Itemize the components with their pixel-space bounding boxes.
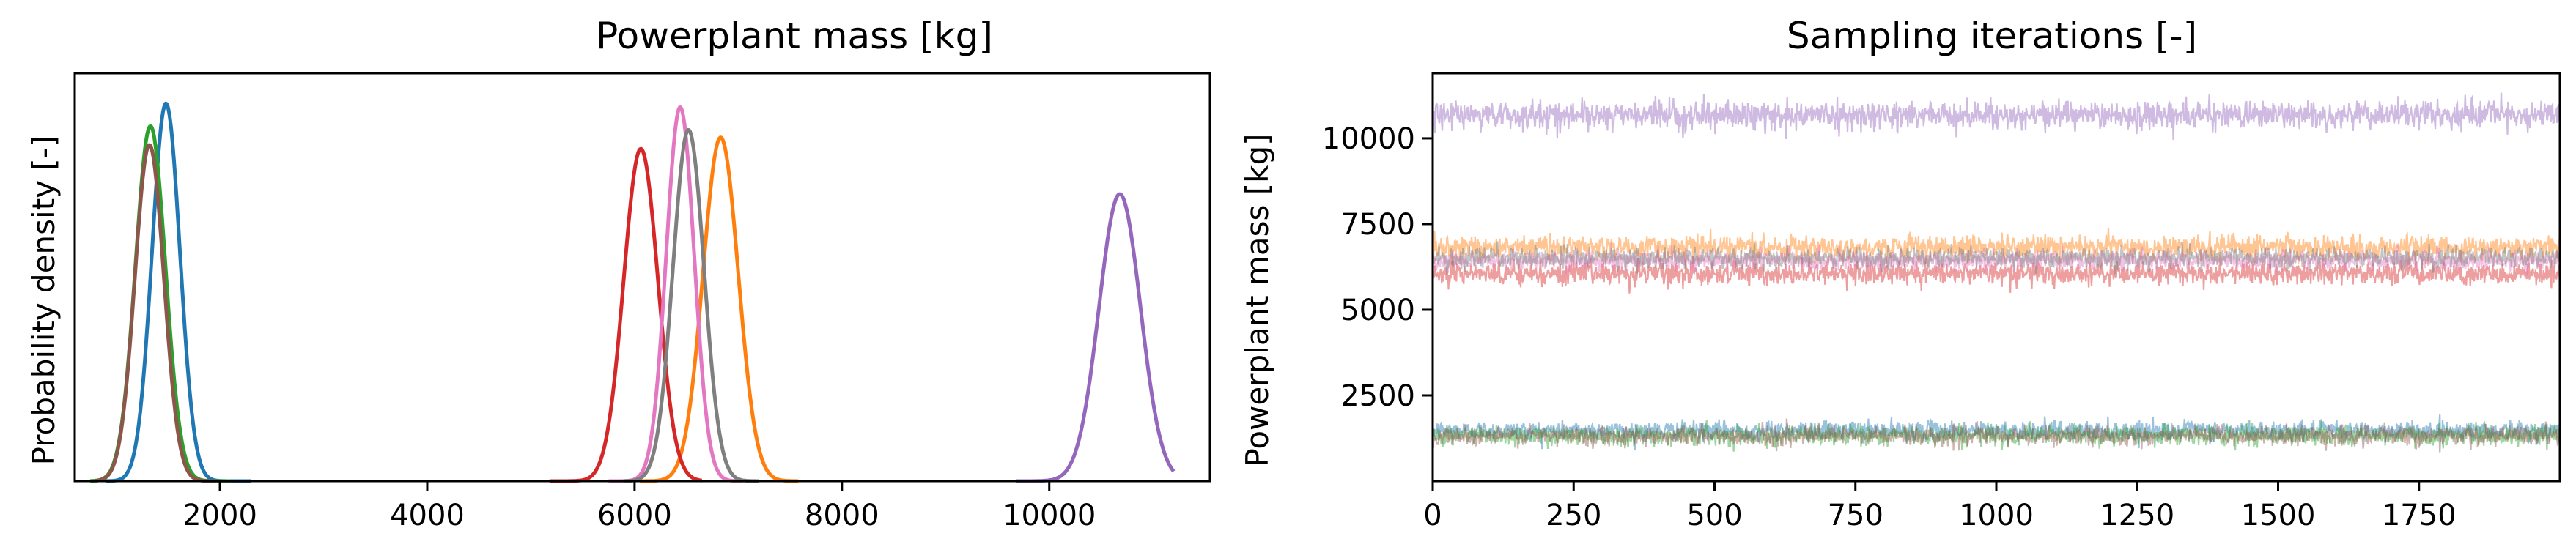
density-chart-title: Powerplant mass [kg]: [596, 15, 993, 57]
density-curve-5: [1015, 192, 1176, 483]
trace-line-7: [1431, 242, 2561, 276]
trace-chart-plot-area: [1431, 92, 2561, 453]
trace-line-6: [1431, 256, 2561, 294]
trace-y-tick-label: 10000: [1322, 122, 1415, 156]
trace-line-2: [1431, 419, 2561, 452]
density-x-tick-label: 4000: [390, 499, 465, 532]
trace-x-tick-label: 0: [1423, 499, 1442, 532]
density-curve-6: [94, 143, 216, 483]
trace-line-5: [1432, 227, 2561, 267]
trace-x-tick-label: 1750: [2382, 499, 2457, 532]
trace-x-tick-label: 1250: [2100, 499, 2174, 532]
density-x-tick-label: 8000: [805, 499, 879, 532]
density-chart-x-axis: 2000 4000 6000 8000 10000: [182, 481, 1096, 532]
density-x-tick-label: 6000: [597, 499, 672, 532]
trace-x-tick-label: 250: [1546, 499, 1601, 532]
trace-y-tick-label: 5000: [1340, 294, 1415, 327]
trace-line-1: [1431, 414, 2561, 450]
trace-chart: Sampling iterations [-] Powerplant mass …: [1239, 15, 2561, 532]
trace-chart-x-axis: 0 250 500 750 1000 1250 1500 1750: [1423, 481, 2457, 532]
density-chart-frame: [73, 72, 1211, 483]
trace-y-tick-label: 7500: [1340, 208, 1415, 242]
density-chart: Powerplant mass [kg] Probability density…: [26, 15, 1211, 532]
density-chart-plot-area: [89, 101, 1176, 483]
trace-y-tick-label: 2500: [1340, 379, 1415, 413]
density-x-tick-label: 10000: [1003, 499, 1096, 532]
density-curve-3: [89, 124, 232, 483]
trace-x-tick-label: 1500: [2241, 499, 2316, 532]
density-curve-7: [608, 105, 745, 483]
trace-chart-title: Sampling iterations [-]: [1787, 15, 2197, 57]
trace-chart-y-axis: 2500 5000 7500 10000: [1322, 122, 1433, 413]
trace-line-4: [1431, 92, 2561, 140]
density-x-tick-label: 2000: [182, 499, 257, 532]
density-curve-8: [623, 127, 760, 483]
trace-x-tick-label: 750: [1828, 499, 1883, 532]
trace-line-8: [1431, 241, 2561, 275]
trace-x-tick-label: 1000: [1959, 499, 2034, 532]
trace-x-tick-label: 500: [1686, 499, 1742, 532]
trace-line-3: [1431, 418, 2561, 453]
trace-chart-frame: [1431, 72, 2561, 483]
density-chart-y-axis-label: Probability density [-]: [26, 135, 62, 466]
density-curve-2: [638, 135, 800, 483]
trace-chart-y-axis-label: Powerplant mass [kg]: [1239, 133, 1275, 466]
